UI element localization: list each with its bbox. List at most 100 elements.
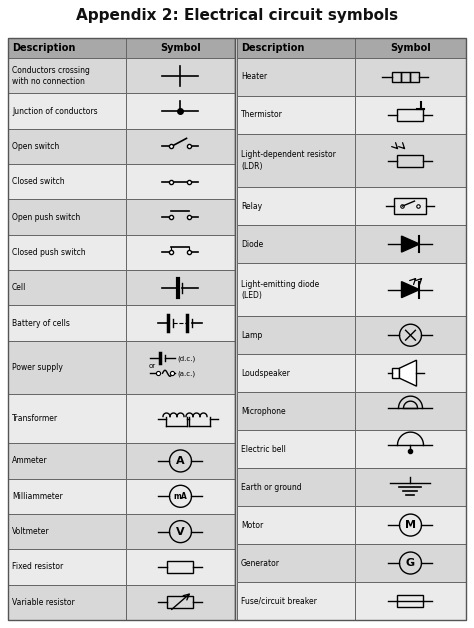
Bar — [355, 38, 466, 58]
Text: Power supply: Power supply — [12, 363, 63, 372]
Text: Battery of cells: Battery of cells — [12, 318, 70, 328]
Bar — [237, 187, 355, 225]
Bar — [8, 38, 126, 58]
Text: (d.c.): (d.c.) — [177, 355, 196, 362]
Text: Light-dependent resistor
(LDR): Light-dependent resistor (LDR) — [241, 151, 336, 171]
Bar — [394, 198, 427, 214]
Bar — [167, 561, 193, 573]
Bar — [8, 585, 126, 620]
Text: M: M — [405, 520, 416, 530]
Bar — [355, 187, 466, 225]
Bar — [237, 506, 355, 544]
Bar — [8, 235, 126, 270]
Text: Diode: Diode — [241, 239, 263, 249]
Text: Relay: Relay — [241, 202, 262, 210]
Bar — [126, 199, 235, 235]
Bar — [355, 263, 466, 317]
Bar — [237, 430, 355, 468]
Text: Electric bell: Electric bell — [241, 445, 286, 453]
Bar — [237, 468, 355, 506]
Bar — [8, 38, 126, 58]
Text: Symbol: Symbol — [390, 43, 431, 53]
Bar — [398, 595, 423, 607]
Text: Earth or ground: Earth or ground — [241, 482, 301, 492]
Bar — [355, 317, 466, 354]
Bar — [392, 368, 400, 378]
Polygon shape — [401, 236, 419, 252]
Text: Closed switch: Closed switch — [12, 177, 64, 187]
Bar — [126, 305, 235, 341]
Bar — [355, 354, 466, 392]
Bar — [126, 58, 235, 94]
Bar — [8, 129, 126, 164]
Bar — [8, 479, 126, 514]
Text: Description: Description — [12, 43, 75, 53]
Bar — [8, 164, 126, 199]
Bar — [237, 96, 355, 134]
Text: Heater: Heater — [241, 72, 267, 82]
Bar — [237, 38, 355, 58]
Text: Closed push switch: Closed push switch — [12, 248, 86, 257]
Bar — [126, 94, 235, 129]
Bar — [237, 354, 355, 392]
Text: mA: mA — [173, 492, 187, 501]
Bar — [126, 550, 235, 585]
Text: Fixed resistor: Fixed resistor — [12, 563, 63, 571]
Bar — [237, 544, 355, 582]
Bar — [8, 58, 126, 94]
Text: Symbol: Symbol — [160, 43, 201, 53]
Text: Lamp: Lamp — [241, 331, 262, 340]
Bar — [355, 225, 466, 263]
Bar — [8, 394, 126, 443]
Text: Generator: Generator — [241, 558, 280, 568]
Bar — [355, 134, 466, 187]
Bar — [8, 443, 126, 479]
Text: Voltmeter: Voltmeter — [12, 527, 50, 536]
Text: Milliammeter: Milliammeter — [12, 492, 63, 501]
Bar — [237, 317, 355, 354]
Bar — [355, 506, 466, 544]
Bar — [398, 109, 423, 121]
Bar — [8, 305, 126, 341]
Bar — [355, 96, 466, 134]
Text: V: V — [176, 527, 185, 537]
Bar — [237, 134, 355, 187]
Text: A: A — [176, 456, 185, 466]
Bar — [355, 468, 466, 506]
Bar — [237, 582, 355, 620]
Text: Description: Description — [241, 43, 304, 53]
Text: G: G — [406, 558, 415, 568]
Bar — [126, 341, 235, 394]
Bar — [126, 394, 235, 443]
Bar — [126, 270, 235, 305]
Bar — [126, 129, 235, 164]
Bar — [8, 550, 126, 585]
Bar — [237, 38, 355, 58]
Bar — [126, 585, 235, 620]
Text: Motor: Motor — [241, 521, 263, 529]
Text: Open switch: Open switch — [12, 142, 59, 151]
Bar — [126, 514, 235, 550]
Bar — [126, 38, 235, 58]
Bar — [8, 270, 126, 305]
Bar — [355, 58, 466, 96]
Text: Open push switch: Open push switch — [12, 212, 80, 222]
Bar — [8, 341, 126, 394]
Bar — [126, 164, 235, 199]
Bar — [8, 94, 126, 129]
Text: Loudspeaker: Loudspeaker — [241, 369, 290, 377]
Bar — [167, 597, 193, 609]
Bar — [126, 235, 235, 270]
Text: or: or — [148, 363, 155, 369]
Text: Junction of conductors: Junction of conductors — [12, 107, 98, 116]
Bar — [237, 58, 355, 96]
Bar — [401, 72, 410, 82]
Polygon shape — [401, 281, 419, 298]
Text: Transformer: Transformer — [12, 414, 58, 423]
Text: Cell: Cell — [12, 283, 27, 292]
Bar — [237, 225, 355, 263]
Bar — [355, 430, 466, 468]
Bar — [392, 72, 401, 82]
Bar — [126, 443, 235, 479]
Bar — [8, 199, 126, 235]
